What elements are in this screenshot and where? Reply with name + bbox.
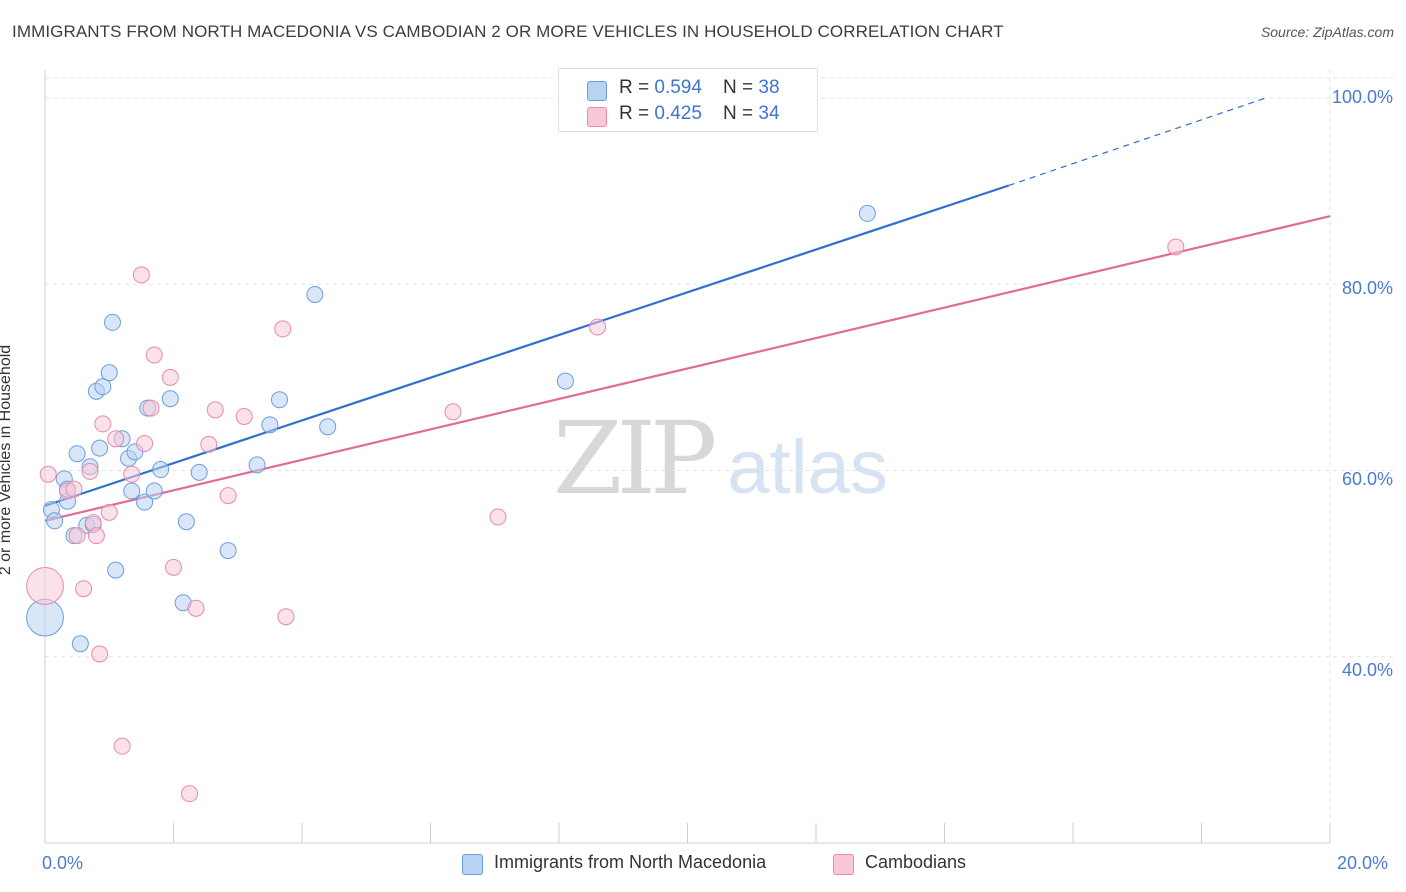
- n-value: 34: [758, 103, 780, 124]
- blue-data-point: [177, 513, 195, 531]
- x-tick-label: 0.0%: [42, 853, 84, 873]
- pink-data-point: [100, 503, 118, 521]
- blue-data-point: [91, 439, 109, 457]
- legend-swatch-blue: [462, 854, 483, 875]
- pink-data-point: [165, 558, 182, 576]
- y-tick-label: 100.0%: [1331, 87, 1393, 107]
- watermark: ZIP atlas: [553, 400, 888, 517]
- blue-data-point: [71, 635, 89, 653]
- y-tick-label: 60.0%: [1341, 469, 1393, 489]
- blue-data-point: [152, 461, 170, 479]
- blue-data-point: [556, 372, 574, 390]
- r-value: 0.425: [654, 103, 702, 124]
- pink-data-point: [91, 645, 109, 663]
- pink-data-point: [1167, 238, 1185, 256]
- blue-data-point: [136, 493, 154, 511]
- pink-data-point: [277, 608, 295, 626]
- pink-data-point: [94, 415, 112, 433]
- r-label: R =: [619, 103, 655, 124]
- y-tick-label: 80.0%: [1341, 278, 1393, 298]
- pink-data-point: [187, 599, 205, 617]
- blue-data-point: [271, 391, 289, 409]
- pink-data-point: [113, 737, 131, 755]
- stats-legend: R = 0.594 N = 38 R = 0.425 N = 34: [558, 68, 818, 132]
- blue-data-point: [68, 445, 86, 463]
- data-points: [26, 204, 1185, 803]
- pink-data-point: [123, 465, 141, 483]
- n-value: 38: [758, 77, 780, 98]
- blue-trend-extension: [1008, 97, 1266, 187]
- n-label: N =: [723, 103, 759, 124]
- watermark-atlas: atlas: [727, 425, 888, 510]
- pink-data-point: [26, 567, 64, 605]
- y-axis-label: 2 or more Vehicles in Household: [0, 344, 14, 575]
- pink-data-point: [81, 462, 99, 480]
- blue-data-point: [94, 378, 112, 396]
- x-tick-label: 20.0%: [1337, 853, 1389, 873]
- pink-data-point: [206, 401, 224, 419]
- blue-data-point: [190, 463, 208, 481]
- blue-data-point: [261, 416, 279, 434]
- blue-data-point: [46, 512, 64, 530]
- axes: [44, 70, 1331, 844]
- pink-data-point: [589, 318, 607, 336]
- pink-data-point: [68, 527, 86, 545]
- pink-data-point: [219, 487, 237, 505]
- pink-data-point: [39, 465, 57, 483]
- source-credit: Source: ZipAtlas.com: [1260, 24, 1394, 40]
- blue-data-point: [100, 364, 118, 382]
- legend-text-blue: R = 0.594 N = 38: [619, 77, 780, 99]
- r-value: 0.594: [654, 77, 702, 98]
- pink-data-point: [200, 435, 218, 453]
- blue-data-point: [123, 482, 141, 500]
- blue-data-point: [248, 456, 266, 474]
- legend-swatch-pink: [587, 107, 607, 127]
- pink-data-point: [181, 785, 199, 803]
- legend-label-blue: Immigrants from North Macedonia: [494, 852, 767, 872]
- pink-data-point: [136, 434, 154, 452]
- pink-data-point: [132, 266, 150, 284]
- pink-data-point: [65, 480, 83, 498]
- blue-data-point: [161, 390, 179, 408]
- pink-data-point: [142, 399, 160, 417]
- legend-swatch-pink: [833, 854, 854, 875]
- pink-data-point: [75, 580, 93, 598]
- legend-label-pink: Cambodians: [865, 852, 967, 872]
- chart-title: IMMIGRANTS FROM NORTH MACEDONIA VS CAMBO…: [12, 22, 1004, 41]
- blue-data-point: [319, 418, 337, 436]
- watermark-zip: ZIP: [553, 400, 717, 517]
- pink-data-point: [107, 430, 125, 448]
- pink-data-point: [444, 403, 462, 421]
- blue-data-point: [306, 285, 324, 303]
- pink-data-point: [274, 320, 292, 338]
- n-label: N =: [723, 77, 759, 98]
- y-tick-label: 40.0%: [1341, 660, 1393, 680]
- blue-data-point: [103, 313, 121, 331]
- legend-text-pink: R = 0.425 N = 34: [619, 103, 780, 125]
- blue-data-point: [858, 204, 876, 222]
- blue-data-point: [107, 561, 125, 579]
- pink-data-point: [489, 508, 507, 526]
- pink-data-point: [161, 368, 179, 386]
- blue-data-point: [219, 542, 237, 560]
- r-label: R =: [619, 77, 655, 98]
- pink-data-point: [145, 346, 163, 364]
- blue-trend-line: [44, 184, 1010, 507]
- pink-data-point: [235, 407, 253, 425]
- legend-swatch-blue: [587, 81, 607, 101]
- pink-data-point: [87, 527, 105, 545]
- blue-data-point: [145, 482, 163, 500]
